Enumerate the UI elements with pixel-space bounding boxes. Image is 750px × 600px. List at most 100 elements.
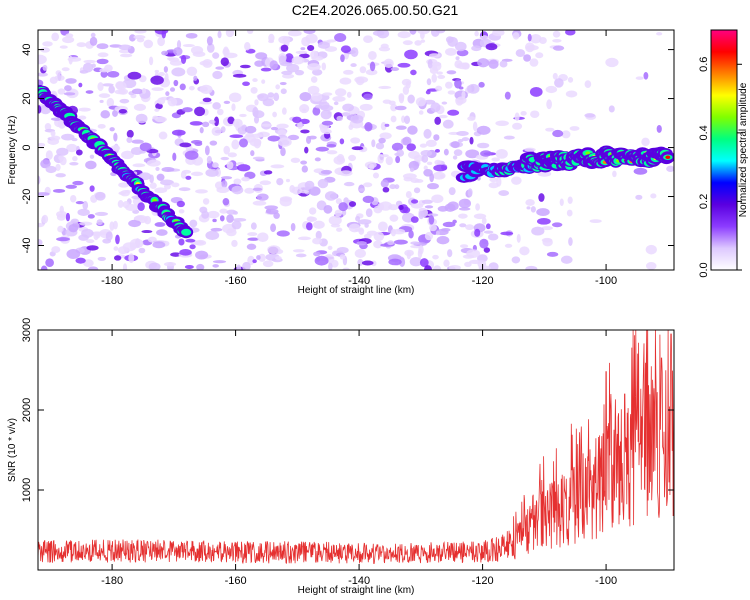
- noise-blob: [515, 49, 526, 58]
- noise-blob: [483, 230, 494, 234]
- noise-blob: [152, 241, 166, 249]
- noise-blob: [194, 106, 206, 117]
- noise-blob: [415, 97, 427, 107]
- noise-blob: [656, 124, 662, 133]
- noise-blob: [408, 230, 414, 239]
- noise-blob: [65, 78, 77, 84]
- noise-blob: [297, 236, 311, 241]
- noise-blob: [447, 201, 459, 211]
- noise-blob: [359, 66, 367, 74]
- noise-blob: [67, 56, 82, 62]
- noise-blob: [168, 57, 180, 63]
- noise-blob: [190, 45, 204, 55]
- noise-blob: [335, 88, 347, 97]
- snr-x-label: Height of straight line (km): [298, 585, 415, 596]
- noise-blob: [524, 147, 536, 152]
- noise-blob: [270, 126, 279, 131]
- noise-blob: [226, 214, 234, 223]
- noise-blob: [227, 152, 237, 158]
- noise-blob: [290, 157, 301, 163]
- y-tick-label: -20: [21, 189, 33, 205]
- noise-blob: [364, 122, 373, 132]
- noise-blob: [343, 69, 354, 75]
- noise-blob: [313, 251, 321, 257]
- noise-blob: [336, 246, 349, 254]
- noise-blob: [326, 143, 337, 148]
- noise-blob: [252, 156, 265, 160]
- noise-blob: [179, 83, 186, 91]
- x-tick-label: -180: [101, 275, 123, 287]
- noise-blob: [567, 77, 574, 83]
- noise-blob: [236, 264, 242, 270]
- noise-blob: [612, 170, 617, 178]
- noise-blob: [378, 46, 391, 52]
- noise-blob: [178, 187, 191, 192]
- noise-blob: [496, 176, 502, 187]
- noise-blob: [61, 67, 70, 72]
- noise-blob: [519, 246, 530, 256]
- noise-blob: [55, 70, 62, 76]
- noise-blob: [62, 36, 75, 44]
- noise-blob: [55, 173, 66, 178]
- noise-blob: [242, 81, 250, 86]
- noise-blob: [120, 53, 133, 58]
- noise-blob: [436, 236, 450, 245]
- noise-blob: [336, 115, 343, 122]
- noise-blob: [89, 185, 95, 192]
- noise-blob: [237, 125, 247, 135]
- noise-blob: [430, 102, 441, 113]
- noise-blob: [68, 224, 79, 233]
- noise-blob: [535, 52, 544, 59]
- noise-blob: [196, 263, 205, 270]
- noise-blob: [180, 54, 187, 65]
- noise-blob: [254, 60, 264, 67]
- noise-blob: [529, 58, 539, 67]
- noise-blob: [165, 91, 170, 97]
- noise-blob: [445, 36, 454, 44]
- noise-blob: [199, 127, 204, 134]
- noise-blob: [276, 230, 290, 237]
- x-tick-label: -100: [595, 575, 617, 587]
- noise-blob: [567, 196, 573, 204]
- noise-blob: [151, 87, 164, 92]
- noise-blob: [100, 110, 111, 119]
- noise-blob: [393, 239, 408, 245]
- noise-blob: [292, 116, 302, 124]
- noise-blob: [239, 113, 247, 118]
- noise-blob: [343, 197, 349, 204]
- spectrogram-panel: -180 -160 -140 -120 -100 -40 -20 0 20 40 Height …: [7, 29, 675, 296]
- noise-blob: [310, 76, 318, 83]
- noise-blob: [272, 111, 277, 118]
- noise-blob: [206, 155, 212, 164]
- noise-blob: [392, 228, 406, 235]
- noise-blob: [322, 92, 333, 96]
- noise-blob: [55, 163, 61, 171]
- x-tick-label: -160: [225, 275, 247, 287]
- noise-blob: [390, 67, 400, 72]
- noise-blob: [459, 223, 467, 228]
- noise-blob: [263, 170, 273, 175]
- noise-blob: [185, 175, 192, 180]
- noise-blob: [61, 133, 75, 141]
- noise-blob: [50, 130, 56, 137]
- noise-blob: [433, 164, 448, 172]
- y-tick-label: 1000: [21, 478, 33, 502]
- noise-blob: [279, 197, 292, 207]
- noise-blob: [119, 98, 130, 104]
- noise-blob: [161, 167, 175, 173]
- noise-blob: [87, 266, 99, 270]
- noise-blob: [42, 41, 53, 47]
- noise-blob: [138, 247, 146, 254]
- noise-blob: [320, 169, 333, 175]
- noise-blob: [536, 208, 550, 217]
- noise-blob: [402, 173, 417, 180]
- noise-blob: [167, 97, 178, 107]
- noise-blob: [95, 231, 101, 239]
- chart-title: C2E4.2026.065.00.50.G21: [292, 2, 459, 18]
- noise-blob: [295, 50, 308, 55]
- noise-blob: [350, 47, 359, 58]
- noise-blob: [428, 215, 435, 225]
- noise-blob: [394, 152, 401, 157]
- noise-blob: [96, 43, 109, 50]
- noise-blob: [389, 214, 399, 222]
